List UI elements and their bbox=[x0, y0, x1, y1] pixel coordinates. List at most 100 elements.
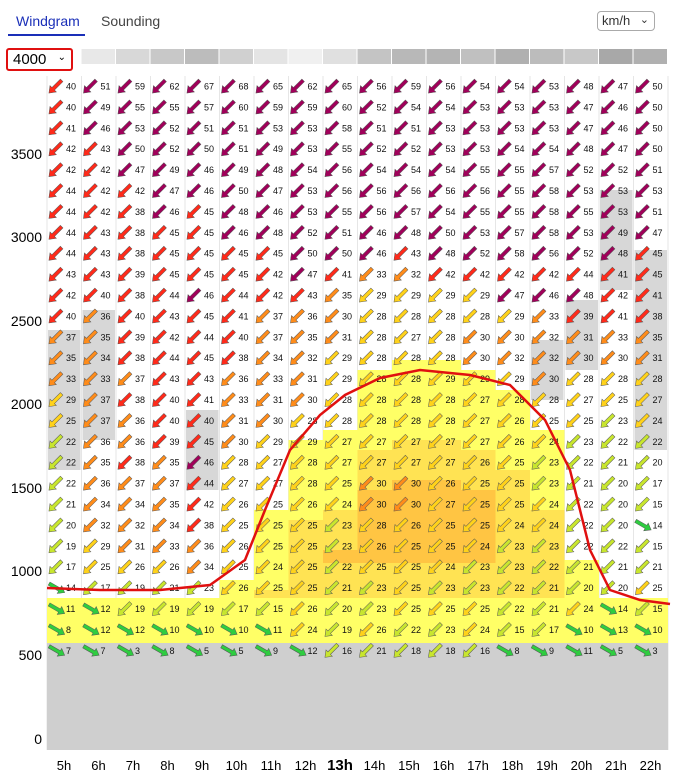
wind-speed-label: 26 bbox=[170, 562, 180, 572]
wind-speed-label: 32 bbox=[101, 520, 111, 530]
arrow-shape bbox=[152, 475, 167, 491]
wind-speed-label: 30 bbox=[515, 332, 525, 342]
wind-speed-label: 36 bbox=[204, 541, 214, 551]
wind-speed-label: 41 bbox=[618, 270, 628, 280]
arrow-shape bbox=[635, 434, 650, 449]
wind-speed-label: 41 bbox=[66, 123, 76, 133]
wind-arrow bbox=[599, 644, 618, 657]
arrow-shape bbox=[186, 538, 202, 554]
arrow-shape bbox=[497, 601, 512, 616]
arrow-shape bbox=[566, 371, 581, 386]
wind-speed-label: 43 bbox=[170, 311, 180, 321]
arrow-shape bbox=[152, 517, 167, 533]
wind-arrow bbox=[428, 475, 443, 491]
arrow-shape bbox=[324, 162, 340, 177]
arrow-shape bbox=[186, 559, 202, 575]
wind-arrow bbox=[221, 99, 236, 115]
arrow-shape bbox=[186, 162, 202, 177]
arrow-shape bbox=[635, 308, 650, 324]
wind-arrow bbox=[152, 559, 167, 575]
wind-arrow bbox=[359, 413, 374, 428]
wind-speed-label: 53 bbox=[308, 186, 318, 196]
wind-speed-label: 23 bbox=[549, 541, 559, 551]
arrow-shape bbox=[117, 580, 133, 595]
wind-arrow bbox=[497, 601, 512, 616]
wind-arrow bbox=[600, 287, 616, 303]
arrow-shape bbox=[635, 413, 650, 428]
wind-arrow bbox=[221, 183, 236, 198]
arrow-shape bbox=[496, 644, 514, 657]
wind-speed-label: 25 bbox=[239, 520, 249, 530]
arrow-shape bbox=[600, 204, 616, 219]
arrow-shape bbox=[152, 308, 167, 324]
wind-speed-label: 23 bbox=[342, 541, 352, 551]
arrow-shape bbox=[152, 183, 167, 198]
tab-windgram[interactable]: Windgram bbox=[16, 13, 80, 29]
wind-speed-label: 54 bbox=[377, 165, 387, 175]
wind-arrow bbox=[566, 329, 581, 345]
wind-speed-label: 40 bbox=[66, 311, 76, 321]
arrow-shape bbox=[255, 162, 271, 177]
wind-speed-label: 3 bbox=[135, 646, 140, 656]
arrow-shape bbox=[83, 580, 98, 595]
arrow-shape bbox=[462, 413, 478, 428]
hour-label: 18h bbox=[501, 758, 524, 773]
wind-arrow bbox=[221, 162, 236, 177]
wind-arrow bbox=[600, 392, 616, 407]
wind-speed-label: 50 bbox=[204, 144, 214, 154]
arrow-shape bbox=[497, 392, 512, 407]
wind-arrow bbox=[47, 644, 66, 657]
unit-select[interactable]: km/h ⌄ bbox=[597, 11, 655, 31]
arrow-shape bbox=[290, 538, 305, 554]
wind-arrow bbox=[600, 559, 616, 575]
wind-speed-label: 29 bbox=[273, 437, 283, 447]
wind-arrow bbox=[359, 475, 374, 491]
arrow-shape bbox=[186, 266, 202, 282]
arrow-shape bbox=[117, 225, 133, 240]
wind-speed-label: 40 bbox=[66, 102, 76, 112]
wind-arrow bbox=[428, 99, 443, 115]
tab-sounding[interactable]: Sounding bbox=[101, 13, 161, 29]
arrow-shape bbox=[186, 434, 202, 449]
arrow-shape bbox=[428, 329, 443, 345]
arrow-shape bbox=[497, 538, 512, 554]
wind-speed-label: 56 bbox=[480, 186, 490, 196]
wind-speed-label: 43 bbox=[101, 270, 111, 280]
altitude-select[interactable]: 4000 ⌄ bbox=[6, 48, 73, 71]
arrow-shape bbox=[186, 245, 202, 261]
arrow-shape bbox=[359, 99, 374, 115]
wind-speed-label: 39 bbox=[170, 437, 180, 447]
y-axis-label: 2500 bbox=[10, 313, 42, 329]
wind-speed-label: 27 bbox=[411, 332, 421, 342]
arrow-shape bbox=[290, 559, 305, 575]
wind-arrow bbox=[359, 434, 374, 449]
wind-speed-label: 35 bbox=[101, 458, 111, 468]
wind-arrow bbox=[462, 622, 478, 637]
wind-arrow bbox=[531, 580, 547, 595]
wind-speed-label: 27 bbox=[480, 395, 490, 405]
wind-arrow bbox=[462, 643, 478, 658]
wind-speed-label: 58 bbox=[515, 249, 525, 259]
wind-speed-label: 57 bbox=[515, 228, 525, 238]
arrow-shape bbox=[83, 120, 98, 136]
wind-speed-label: 36 bbox=[308, 311, 318, 321]
wind-arrow bbox=[290, 141, 305, 157]
wind-speed-label: 10 bbox=[170, 625, 180, 635]
wind-speed-label: 52 bbox=[411, 144, 421, 154]
arrow-shape bbox=[565, 623, 583, 636]
arrow-shape bbox=[117, 601, 133, 616]
arrow-shape bbox=[497, 350, 512, 366]
arrow-shape bbox=[497, 78, 512, 94]
wind-arrow bbox=[600, 413, 616, 428]
wind-arrow bbox=[634, 644, 652, 657]
arrow-shape bbox=[359, 643, 374, 658]
wind-speed-label: 21 bbox=[653, 562, 663, 572]
wind-speed-label: 44 bbox=[170, 353, 180, 363]
wind-speed-label: 11 bbox=[584, 646, 593, 656]
wind-arrow bbox=[462, 496, 478, 512]
wind-speed-label: 55 bbox=[170, 102, 180, 112]
wind-speed-label: 42 bbox=[549, 270, 559, 280]
wind-speed-label: 48 bbox=[273, 228, 283, 238]
wind-speed-label: 20 bbox=[342, 604, 352, 614]
arrow-shape bbox=[393, 329, 409, 345]
